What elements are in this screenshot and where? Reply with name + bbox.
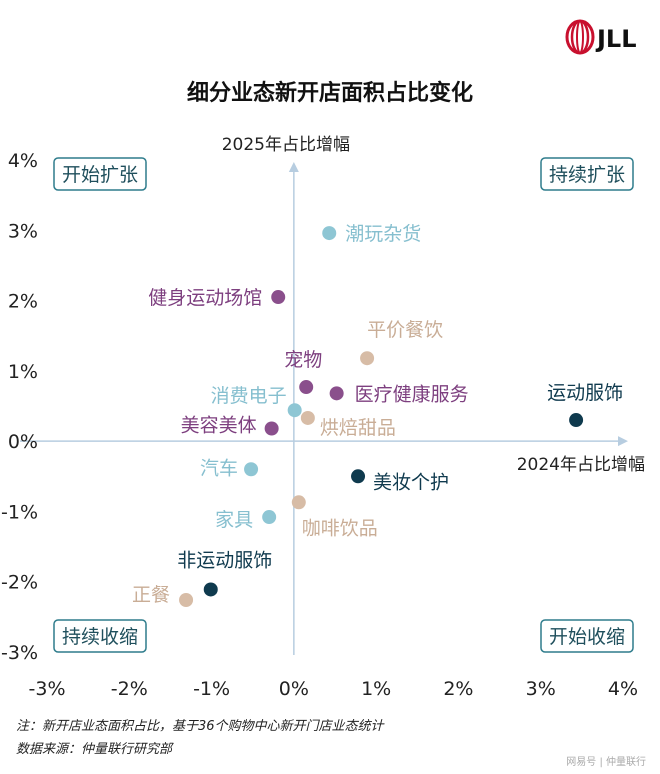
x-axis-arrow xyxy=(618,436,628,447)
data-point xyxy=(179,592,194,607)
x-tick-label: -2% xyxy=(111,678,148,700)
y-axis-label: 2025年占比增幅 xyxy=(222,135,350,155)
x-tick-label: -1% xyxy=(193,678,230,700)
data-point-label: 非运动服饰 xyxy=(177,549,272,571)
data-point xyxy=(329,386,344,401)
y-axis-arrow xyxy=(288,162,299,172)
jll-logo: JLL xyxy=(565,19,637,55)
data-point xyxy=(351,469,366,484)
data-point-label: 消费电子 xyxy=(211,385,287,407)
x-tick-label: -3% xyxy=(29,678,66,700)
source-note: 数据来源：仲量联行研究部 xyxy=(16,742,173,757)
x-tick-label: 4% xyxy=(608,678,638,700)
y-tick-label: 3% xyxy=(8,220,38,242)
data-point-label: 运动服饰 xyxy=(547,382,623,404)
data-point-label: 汽车 xyxy=(200,457,238,479)
data-point xyxy=(322,226,337,241)
y-tick-label: -3% xyxy=(1,642,38,664)
data-point-label: 家具 xyxy=(215,509,253,531)
data-point xyxy=(262,510,277,525)
y-tick-label: 4% xyxy=(8,150,38,172)
data-point-label: 宠物 xyxy=(284,349,322,371)
data-point xyxy=(299,380,314,395)
data-point-label: 美妆个护 xyxy=(373,471,449,493)
data-point-label: 平价餐饮 xyxy=(367,319,443,341)
data-point xyxy=(569,413,584,428)
quadrant-box-bottom-left xyxy=(53,619,147,653)
x-tick-label: 1% xyxy=(361,678,391,700)
data-point-label: 潮玩杂货 xyxy=(345,223,421,245)
y-tick-label: -1% xyxy=(1,501,38,523)
watermark: 网易号 | 仲量联行 xyxy=(566,757,646,768)
y-tick-label: 1% xyxy=(8,361,38,383)
data-point-label: 正餐 xyxy=(132,584,170,606)
logo-text: JLL xyxy=(595,25,637,53)
y-tick-label: 0% xyxy=(8,431,38,453)
data-point xyxy=(360,351,375,366)
quadrant-label-bottom-right: 开始收缩 xyxy=(549,626,625,648)
y-tick-label: 2% xyxy=(8,291,38,313)
quadrant-box-bottom-right xyxy=(540,619,634,653)
quadrant-box-top-right xyxy=(540,157,634,191)
data-point xyxy=(271,290,286,305)
quadrant-label-bottom-left: 持续收缩 xyxy=(62,626,138,648)
x-axis-label: 2024年占比增幅 xyxy=(517,455,645,475)
data-point-label: 医疗健康服务 xyxy=(355,383,469,405)
x-tick-label: 2% xyxy=(443,678,473,700)
data-point xyxy=(264,421,279,436)
footnote: 注：新开店业态面积占比，基于36个购物中心新开门店业态统计 xyxy=(16,719,384,734)
data-point-label: 美容美体 xyxy=(181,414,257,436)
data-point-label: 咖啡饮品 xyxy=(302,517,378,539)
y-tick-label: -2% xyxy=(1,572,38,594)
data-point xyxy=(203,582,218,597)
data-point-label: 健身运动场馆 xyxy=(148,287,262,309)
data-point-label: 烘焙甜品 xyxy=(320,417,396,439)
data-point xyxy=(291,495,306,510)
quadrant-box-top-left xyxy=(53,157,147,191)
data-point xyxy=(287,403,302,418)
quadrant-label-top-right: 持续扩张 xyxy=(549,164,625,186)
data-point xyxy=(244,462,259,477)
x-tick-label: 3% xyxy=(526,678,556,700)
quadrant-label-top-left: 开始扩张 xyxy=(62,164,138,186)
chart-title: 细分业态新开店面积占比变化 xyxy=(187,80,473,106)
x-tick-label: 0% xyxy=(279,678,309,700)
data-point xyxy=(300,410,315,425)
